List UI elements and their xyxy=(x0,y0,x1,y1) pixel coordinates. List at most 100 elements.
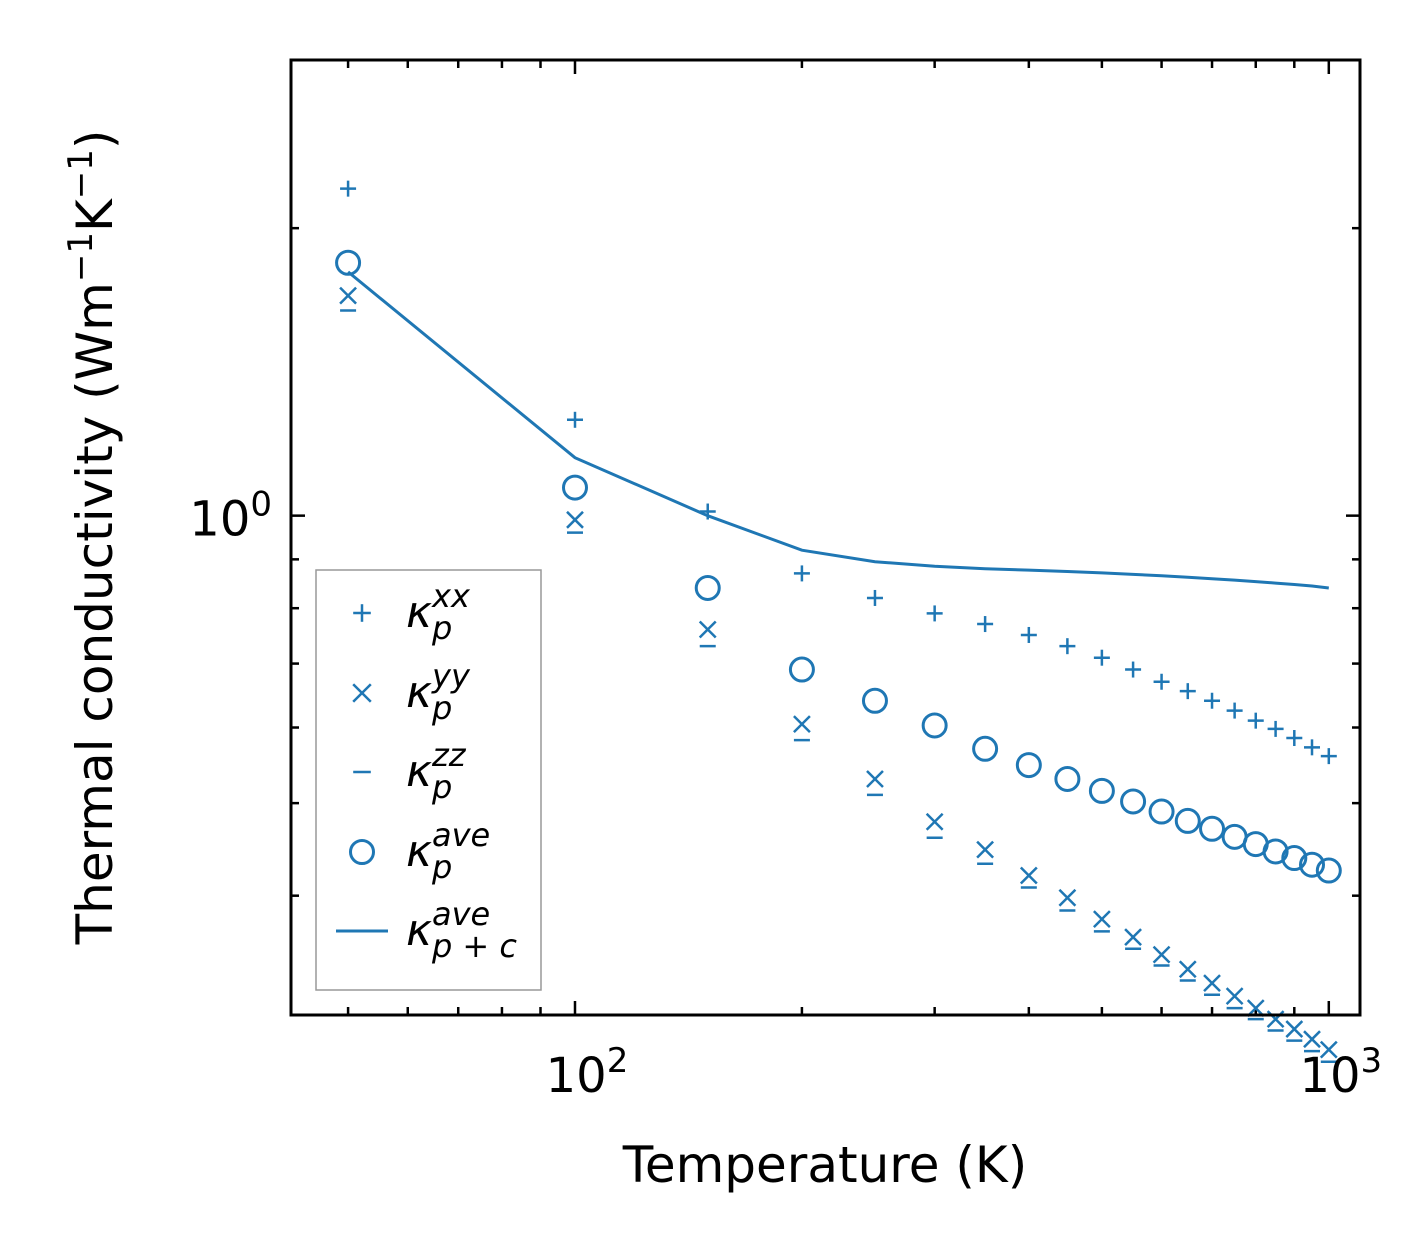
plot-frame xyxy=(289,58,1362,1017)
series-line-ave-p-c xyxy=(347,270,1329,590)
legend: κpxx κpyy κpzz κpave κp + cave xyxy=(315,569,542,991)
series-xx xyxy=(340,180,1337,765)
point-xx xyxy=(1286,730,1303,747)
point-yy xyxy=(866,770,884,788)
point-ave xyxy=(1148,798,1175,825)
point-ave xyxy=(1174,807,1201,834)
point-yy xyxy=(1019,866,1038,885)
legend-symbol-yy xyxy=(352,683,372,703)
point-xx xyxy=(1247,712,1264,729)
x-tick-label: 102 xyxy=(546,1041,629,1104)
point-xx xyxy=(1153,673,1170,690)
point-yy xyxy=(1058,888,1077,907)
point-yy xyxy=(1092,910,1111,929)
series-yy xyxy=(339,286,1338,1059)
point-yy xyxy=(339,286,357,305)
point-yy xyxy=(925,812,944,831)
point-yy xyxy=(1285,1020,1304,1038)
tick-labels: 102 103 100 xyxy=(189,485,1382,1104)
point-yy xyxy=(866,770,884,788)
point-xx xyxy=(926,605,943,622)
point-yy xyxy=(1092,910,1111,929)
point-ave xyxy=(972,735,999,762)
point-yy xyxy=(1019,866,1038,885)
point-ave xyxy=(1054,765,1081,792)
point-ave xyxy=(1299,851,1326,878)
point-ave xyxy=(694,574,721,601)
point-xx xyxy=(566,411,583,428)
point-yy xyxy=(1124,928,1142,946)
point-yy xyxy=(1319,1040,1338,1059)
legend-item-ave: κpave xyxy=(349,816,490,886)
point-xx xyxy=(1204,692,1221,709)
legend-item-ave-p-c: κp + cave xyxy=(336,895,517,965)
point-xx xyxy=(1226,702,1243,719)
point-xx xyxy=(977,616,994,633)
point-xx xyxy=(1304,739,1321,756)
legend-symbol-ave xyxy=(349,839,375,865)
point-yy xyxy=(925,812,944,831)
point-ave xyxy=(1262,838,1289,865)
point-xx xyxy=(1020,626,1037,643)
series-ave-p-c xyxy=(347,270,1329,590)
point-yy xyxy=(1178,960,1197,979)
point-yy xyxy=(1152,945,1171,964)
legend-symbol-xx xyxy=(353,604,371,622)
point-yy xyxy=(1152,945,1171,964)
point-yy xyxy=(1303,1030,1321,1049)
series-zz xyxy=(340,309,1337,1064)
point-ave xyxy=(921,712,948,739)
x-axis-label: Temperature (K) xyxy=(622,1136,1027,1194)
x-tick-label: 103 xyxy=(1299,1041,1382,1104)
point-yy xyxy=(1246,999,1265,1018)
legend-label-xx: κpxx xyxy=(406,577,471,647)
point-ave xyxy=(1120,788,1147,815)
point-yy xyxy=(1124,928,1142,946)
point-yy xyxy=(1246,999,1265,1018)
plot-area xyxy=(335,180,1342,1064)
y-axis-label: Thermal conductivity (Wm−1K−1) xyxy=(61,130,124,946)
point-ave xyxy=(1088,777,1115,804)
point-yy xyxy=(976,840,994,859)
point-ave xyxy=(1281,845,1308,872)
point-yy xyxy=(976,840,994,859)
y-tick-label: 100 xyxy=(189,485,272,548)
point-xx xyxy=(866,589,883,606)
point-yy xyxy=(566,510,584,529)
point-xx xyxy=(340,180,357,197)
point-xx xyxy=(1059,638,1076,655)
point-xx xyxy=(1320,748,1337,765)
point-yy xyxy=(1203,974,1221,992)
point-ave xyxy=(1315,857,1342,884)
legend-item-xx: κpxx xyxy=(353,577,471,647)
point-yy xyxy=(1058,888,1077,907)
point-yy xyxy=(1285,1020,1304,1038)
point-xx xyxy=(1179,683,1196,700)
point-yy xyxy=(1203,974,1221,992)
series-ave xyxy=(335,249,1342,884)
point-yy xyxy=(698,620,717,639)
legend-label-ave: κpave xyxy=(406,816,490,886)
legend-frame xyxy=(315,569,542,991)
point-ave xyxy=(561,474,588,501)
legend-item-yy: κpyy xyxy=(352,657,471,727)
point-yy xyxy=(1178,960,1197,979)
point-yy xyxy=(793,715,811,733)
point-ave xyxy=(1015,752,1042,779)
point-xx xyxy=(1093,649,1110,666)
legend-label-yy: κpyy xyxy=(406,657,471,727)
legend-label-ave-p-c: κp + cave xyxy=(406,895,517,965)
point-ave xyxy=(335,249,362,276)
point-ave xyxy=(861,687,888,714)
point-yy xyxy=(1319,1040,1338,1059)
point-yy xyxy=(698,620,717,639)
point-ave xyxy=(1199,815,1226,842)
legend-label-zz: κpzz xyxy=(406,736,467,806)
legend-symbol-yy xyxy=(352,683,372,703)
point-xx xyxy=(1125,661,1142,678)
point-yy xyxy=(566,510,584,529)
point-ave xyxy=(788,656,815,683)
point-yy xyxy=(339,286,357,305)
point-yy xyxy=(1225,987,1244,1005)
